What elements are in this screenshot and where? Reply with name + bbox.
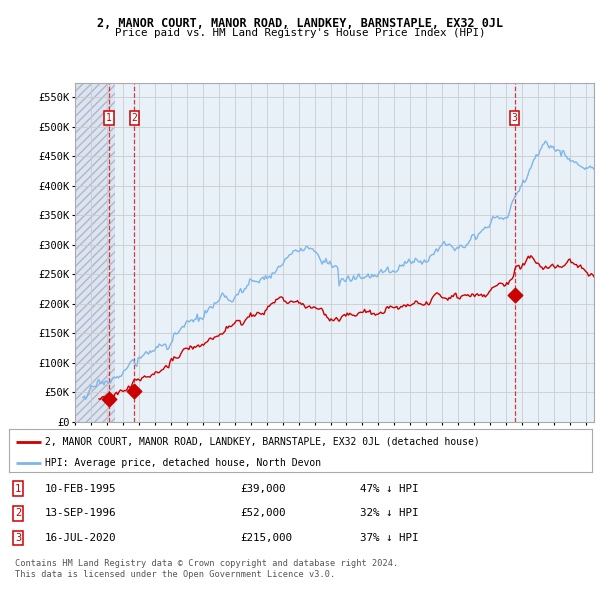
Text: 16-JUL-2020: 16-JUL-2020 bbox=[45, 533, 116, 543]
Text: 13-SEP-1996: 13-SEP-1996 bbox=[45, 509, 116, 518]
Text: 2: 2 bbox=[131, 113, 137, 123]
Text: £52,000: £52,000 bbox=[240, 509, 286, 518]
Text: £39,000: £39,000 bbox=[240, 484, 286, 493]
Text: 1: 1 bbox=[15, 484, 21, 493]
Text: 1: 1 bbox=[106, 113, 112, 123]
Text: 2: 2 bbox=[15, 509, 21, 518]
Text: 3: 3 bbox=[15, 533, 21, 543]
Text: 10-FEB-1995: 10-FEB-1995 bbox=[45, 484, 116, 493]
Text: £215,000: £215,000 bbox=[240, 533, 292, 543]
Point bbox=[104, 394, 113, 404]
Text: 3: 3 bbox=[512, 113, 518, 123]
Text: 47% ↓ HPI: 47% ↓ HPI bbox=[360, 484, 419, 493]
Text: 2, MANOR COURT, MANOR ROAD, LANDKEY, BARNSTAPLE, EX32 0JL: 2, MANOR COURT, MANOR ROAD, LANDKEY, BAR… bbox=[97, 17, 503, 30]
Point bbox=[510, 290, 520, 300]
Text: HPI: Average price, detached house, North Devon: HPI: Average price, detached house, Nort… bbox=[45, 457, 321, 467]
Text: 37% ↓ HPI: 37% ↓ HPI bbox=[360, 533, 419, 543]
Text: Price paid vs. HM Land Registry's House Price Index (HPI): Price paid vs. HM Land Registry's House … bbox=[115, 28, 485, 38]
Point bbox=[130, 386, 139, 396]
Text: This data is licensed under the Open Government Licence v3.0.: This data is licensed under the Open Gov… bbox=[15, 571, 335, 579]
Text: 32% ↓ HPI: 32% ↓ HPI bbox=[360, 509, 419, 518]
Bar bbox=[75, 83, 115, 422]
Text: 2, MANOR COURT, MANOR ROAD, LANDKEY, BARNSTAPLE, EX32 0JL (detached house): 2, MANOR COURT, MANOR ROAD, LANDKEY, BAR… bbox=[45, 437, 480, 447]
Text: Contains HM Land Registry data © Crown copyright and database right 2024.: Contains HM Land Registry data © Crown c… bbox=[15, 559, 398, 568]
